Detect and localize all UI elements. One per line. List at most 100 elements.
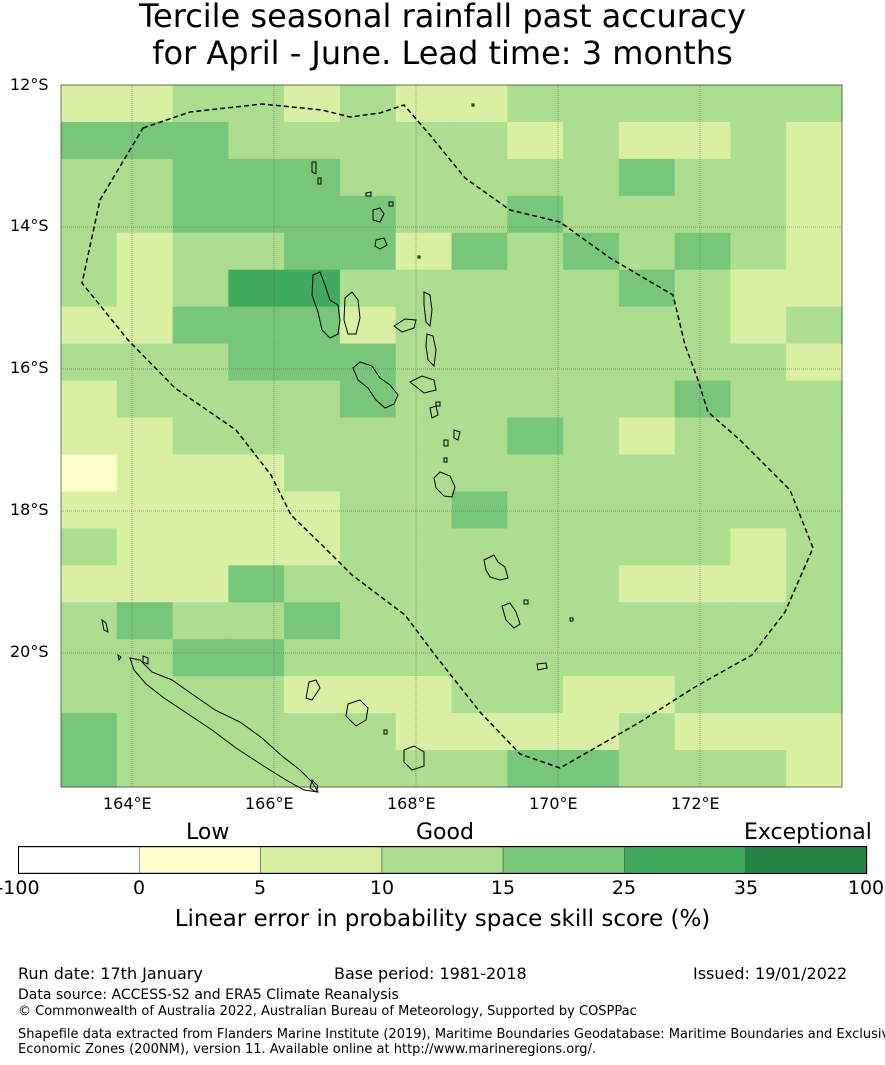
skill-cell [61, 306, 118, 345]
skill-cell [618, 639, 676, 677]
island-small-2 [365, 191, 372, 197]
lon-label-172e: 172°E [671, 794, 720, 813]
skill-cell [618, 528, 676, 566]
colorbar-segment [381, 846, 504, 874]
skill-cell [618, 380, 676, 419]
eez-boundary [81, 103, 814, 769]
skill-cell [451, 417, 508, 455]
skill-cell [116, 195, 174, 234]
skill-cell [451, 85, 508, 123]
island-epi [429, 405, 439, 419]
skill-cell [395, 232, 452, 271]
skill-cell [674, 380, 731, 419]
lon-label-168e: 168°E [387, 794, 436, 813]
skill-cell [563, 121, 620, 160]
skill-cell [507, 195, 564, 234]
island-espiritu-santo [311, 271, 341, 339]
skill-cell [61, 85, 118, 123]
skill-cell [786, 195, 843, 234]
skill-cell [674, 195, 731, 234]
skill-cell [228, 639, 285, 677]
skill-cell [116, 491, 174, 529]
skill-cell [339, 417, 397, 455]
skill-cell [284, 565, 341, 603]
skill-cell [172, 158, 229, 197]
skill-cell [172, 343, 229, 382]
skill-cell [730, 380, 787, 419]
skill-cell [395, 85, 452, 123]
skill-cell [339, 602, 397, 640]
skill-cell [507, 676, 564, 714]
skill-cell [116, 269, 174, 308]
skill-cell [451, 639, 508, 677]
skill-cell [284, 528, 341, 566]
skill-cell [339, 343, 397, 382]
colorbar [18, 846, 868, 874]
skill-cell [730, 269, 787, 308]
skill-cell [284, 750, 341, 788]
skill-cell [786, 306, 843, 345]
colorbar-segment [745, 846, 868, 874]
skill-cell [116, 380, 174, 419]
skill-cell [61, 121, 118, 160]
skill-cell [786, 232, 843, 271]
colorbar-segment [260, 846, 383, 874]
skill-cell [786, 158, 843, 197]
island-gaua [374, 237, 388, 250]
skill-cell [674, 639, 731, 677]
skill-cell [395, 602, 452, 640]
skill-cell [172, 639, 229, 677]
skill-cell [674, 232, 731, 271]
skill-cell [284, 232, 341, 271]
skill-cell [786, 639, 843, 677]
skill-cell [563, 343, 620, 382]
skill-cell [61, 565, 118, 603]
skill-cell [172, 85, 229, 123]
colorbar-label: Linear error in probability space skill … [174, 906, 711, 932]
skill-cell [563, 750, 620, 788]
skill-cell [284, 417, 341, 455]
skill-cell [228, 417, 285, 455]
skill-cell [563, 454, 620, 492]
skill-cell [786, 269, 843, 308]
skill-cell [786, 380, 843, 419]
island-small-5 [443, 439, 449, 447]
shapefile-credit-line-2: Economic Zones (200NM), version 11. Avai… [18, 1042, 597, 1057]
skill-cell [507, 417, 564, 455]
legend-category-good: Good [416, 820, 474, 845]
colorbar-segment [18, 846, 140, 874]
skill-cell [674, 343, 731, 382]
skill-cell [507, 528, 564, 566]
skill-cell [61, 639, 118, 677]
island-malo [343, 291, 361, 335]
skill-cell [507, 121, 564, 160]
skill-cell [507, 380, 564, 419]
skill-cell [563, 565, 620, 603]
skill-cell [730, 491, 787, 529]
skill-cell [116, 639, 174, 677]
skill-cell [618, 85, 676, 123]
colorbar-frame [18, 846, 867, 874]
skill-cell [339, 121, 397, 160]
island-small-11 [435, 401, 441, 407]
island-erromango [483, 554, 509, 581]
skill-cell [563, 676, 620, 714]
skill-cell [451, 121, 508, 160]
skill-cell [674, 491, 731, 529]
skill-cell [61, 602, 118, 640]
skill-cell [618, 602, 676, 640]
colorbar-segment [502, 846, 625, 874]
skill-cell [618, 269, 676, 308]
skill-cell [172, 269, 229, 308]
skill-cell [61, 491, 118, 529]
island-aneityum [536, 662, 548, 671]
skill-cell [730, 528, 787, 566]
skill-cell [284, 491, 341, 529]
skill-cell [284, 713, 341, 751]
skill-cell [730, 232, 787, 271]
skill-cell [228, 121, 285, 160]
skill-cell [451, 676, 508, 714]
skill-cell [507, 602, 564, 640]
colorbar-tick-10: 10 [369, 877, 395, 899]
skill-cell [172, 121, 229, 160]
